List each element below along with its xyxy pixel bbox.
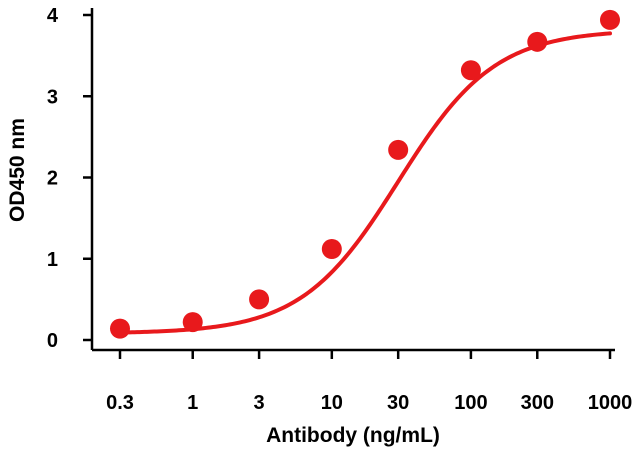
x-tick-label: 0.3 — [106, 392, 134, 414]
data-point — [182, 312, 203, 333]
x-tick-label: 100 — [454, 392, 487, 414]
data-point — [600, 9, 620, 30]
x-tick-label: 1000 — [588, 392, 633, 414]
data-point — [249, 289, 270, 310]
y-axis-title: OD450 nm — [6, 118, 29, 222]
x-tick-label: 1 — [187, 392, 198, 414]
y-tick-label: 0 — [47, 330, 58, 352]
y-tick-label: 4 — [47, 5, 59, 27]
x-tick-label: 30 — [387, 392, 409, 414]
fit-curve — [118, 31, 612, 335]
plot-series — [110, 9, 620, 339]
x-tick-label: 3 — [254, 392, 265, 414]
y-axis-ticks: 0 1 2 3 4 — [47, 5, 92, 352]
data-point — [321, 239, 342, 259]
data-point — [388, 139, 409, 160]
x-axis-title: Antibody (ng/mL) — [266, 424, 440, 447]
x-tick-label: 10 — [321, 392, 343, 414]
y-tick-label: 2 — [47, 168, 58, 190]
x-tick-label: 300 — [521, 392, 554, 414]
data-point — [527, 31, 548, 52]
x-axis-ticks: 0.3 1 3 10 30 100 300 1000 — [106, 350, 632, 414]
y-tick-label: 3 — [47, 86, 58, 108]
data-point — [460, 60, 481, 81]
y-tick-label: 1 — [47, 249, 58, 271]
data-point — [110, 318, 130, 339]
